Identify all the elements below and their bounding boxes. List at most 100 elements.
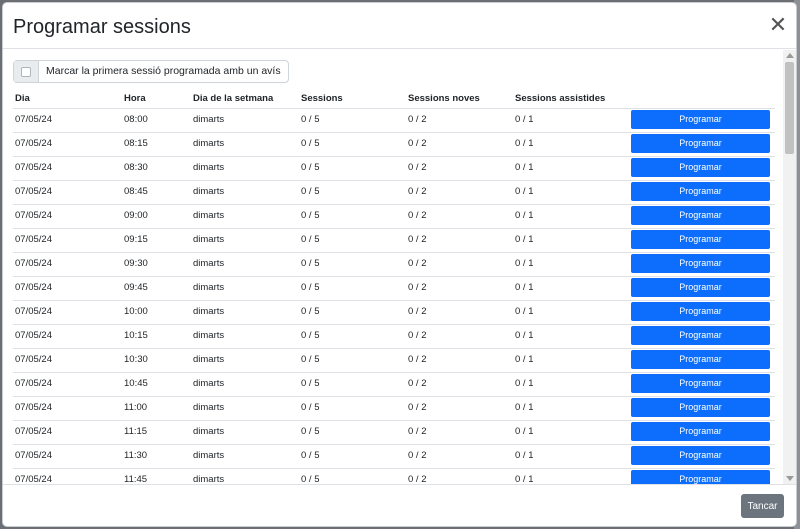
cell-sessions-assistides: 0 / 1: [513, 252, 631, 277]
scroll-up-arrow-icon[interactable]: [786, 53, 794, 58]
cell-sessions: 0 / 5: [299, 372, 406, 397]
cell-sessions: 0 / 5: [299, 228, 406, 253]
cell-sessions: 0 / 5: [299, 420, 406, 445]
cell-dia-setmana: dimarts: [191, 132, 299, 157]
schedule-button[interactable]: Programar: [631, 421, 770, 441]
schedule-button[interactable]: Programar: [631, 445, 770, 465]
cell-sessions: 0 / 5: [299, 276, 406, 301]
cell-sessions-assistides: 0 / 1: [513, 228, 631, 253]
cell-dia: 07/05/24: [13, 348, 122, 373]
cell-sessions-noves: 0 / 2: [406, 156, 513, 181]
page-backdrop: [794, 0, 800, 529]
cell-hora: 11:30: [122, 444, 191, 469]
cell-hora: 08:15: [122, 132, 191, 157]
cell-sessions-assistides: 0 / 1: [513, 420, 631, 445]
cell-dia-setmana: dimarts: [191, 444, 299, 469]
cell-sessions: 0 / 5: [299, 156, 406, 181]
cell-sessions-assistides: 0 / 1: [513, 396, 631, 421]
cell-sessions-assistides: 0 / 1: [513, 156, 631, 181]
cell-sessions-assistides: 0 / 1: [513, 324, 631, 349]
cell-action: Programar: [631, 420, 775, 445]
cell-sessions-noves: 0 / 2: [406, 180, 513, 205]
cell-sessions-noves: 0 / 2: [406, 372, 513, 397]
close-icon[interactable]: ✕: [768, 12, 788, 37]
cell-dia-setmana: dimarts: [191, 324, 299, 349]
warning-checkbox-label: Marcar la primera sessió programada amb …: [46, 65, 281, 77]
cell-sessions-noves: 0 / 2: [406, 420, 513, 445]
sessions-table: Dia Hora Dia de la setmana Sessions Sess…: [13, 90, 775, 484]
cell-hora: 09:15: [122, 228, 191, 253]
schedule-button[interactable]: Programar: [631, 133, 770, 153]
cell-sessions-noves: 0 / 2: [406, 276, 513, 301]
schedule-button[interactable]: Programar: [631, 205, 770, 225]
schedule-button[interactable]: Programar: [631, 277, 770, 297]
warning-checkbox[interactable]: [21, 66, 31, 77]
schedule-button[interactable]: Programar: [631, 229, 770, 249]
schedule-button[interactable]: Programar: [631, 109, 770, 129]
schedule-button[interactable]: Programar: [631, 181, 770, 201]
cell-action: Programar: [631, 324, 775, 349]
cell-hora: 11:45: [122, 468, 191, 484]
column-header-sessions-assistides: Sessions assistides: [513, 90, 631, 109]
cell-action: Programar: [631, 228, 775, 253]
cell-sessions-noves: 0 / 2: [406, 108, 513, 133]
cell-hora: 09:00: [122, 204, 191, 229]
schedule-button[interactable]: Programar: [631, 397, 770, 417]
cell-action: Programar: [631, 396, 775, 421]
cell-sessions-assistides: 0 / 1: [513, 132, 631, 157]
column-header-action: [631, 90, 775, 109]
cell-action: Programar: [631, 156, 775, 181]
cell-dia: 07/05/24: [13, 372, 122, 397]
scroll-down-arrow-icon[interactable]: [786, 476, 794, 481]
cell-action: Programar: [631, 252, 775, 277]
column-header-sessions: Sessions: [299, 90, 406, 109]
schedule-button[interactable]: Programar: [631, 157, 770, 177]
checkbox-wrapper: [14, 61, 39, 82]
cell-dia: 07/05/24: [13, 420, 122, 445]
schedule-button[interactable]: Programar: [631, 349, 770, 369]
cell-sessions-assistides: 0 / 1: [513, 348, 631, 373]
cell-dia: 07/05/24: [13, 252, 122, 277]
cell-hora: 10:00: [122, 300, 191, 325]
cell-action: Programar: [631, 468, 775, 484]
cell-action: Programar: [631, 300, 775, 325]
schedule-button[interactable]: Programar: [631, 325, 770, 345]
modal-footer: Tancar: [3, 484, 796, 526]
cell-sessions: 0 / 5: [299, 252, 406, 277]
scrollbar-thumb[interactable]: [785, 62, 794, 154]
column-header-dia-setmana: Dia de la setmana: [191, 90, 299, 109]
cell-action: Programar: [631, 372, 775, 397]
cell-dia: 07/05/24: [13, 180, 122, 205]
cell-dia-setmana: dimarts: [191, 180, 299, 205]
column-header-dia: Dia: [13, 90, 122, 109]
cell-hora: 11:15: [122, 420, 191, 445]
schedule-button[interactable]: Programar: [631, 301, 770, 321]
schedule-button[interactable]: Programar: [631, 253, 770, 273]
cell-sessions-noves: 0 / 2: [406, 132, 513, 157]
cell-dia-setmana: dimarts: [191, 420, 299, 445]
schedule-button[interactable]: Programar: [631, 373, 770, 393]
cell-hora: 09:30: [122, 252, 191, 277]
cell-dia: 07/05/24: [13, 276, 122, 301]
close-button[interactable]: Tancar: [741, 494, 784, 518]
cell-dia: 07/05/24: [13, 228, 122, 253]
cell-action: Programar: [631, 204, 775, 229]
cell-sessions-assistides: 0 / 1: [513, 300, 631, 325]
schedule-button[interactable]: Programar: [631, 469, 770, 484]
cell-sessions-assistides: 0 / 1: [513, 108, 631, 133]
cell-sessions-assistides: 0 / 1: [513, 276, 631, 301]
column-header-hora: Hora: [122, 90, 191, 109]
warning-checkbox-group[interactable]: Marcar la primera sessió programada amb …: [13, 60, 289, 83]
vertical-scrollbar[interactable]: [783, 50, 796, 484]
cell-hora: 10:15: [122, 324, 191, 349]
cell-hora: 08:30: [122, 156, 191, 181]
